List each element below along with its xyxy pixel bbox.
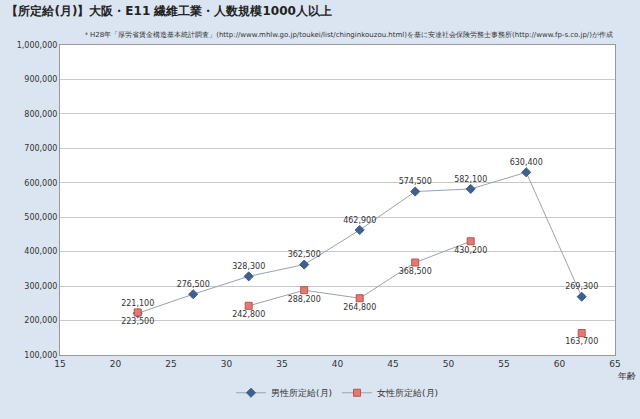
svg-text:362,500: 362,500: [288, 250, 321, 259]
svg-text:100,000: 100,000: [24, 351, 57, 360]
svg-text:462,900: 462,900: [343, 216, 376, 225]
svg-text:223,500: 223,500: [121, 317, 154, 326]
svg-text:700,000: 700,000: [24, 144, 57, 153]
svg-text:男性所定給(月): 男性所定給(月): [271, 388, 332, 398]
svg-text:221,100: 221,100: [121, 299, 154, 308]
svg-text:40: 40: [332, 359, 344, 369]
svg-text:900,000: 900,000: [24, 75, 57, 84]
svg-text:574,500: 574,500: [399, 177, 432, 186]
svg-text:200,000: 200,000: [24, 316, 57, 325]
svg-text:45: 45: [387, 359, 398, 369]
svg-text:女性所定給(月): 女性所定給(月): [377, 388, 438, 398]
svg-text:368,500: 368,500: [399, 267, 432, 276]
svg-text:800,000: 800,000: [24, 110, 57, 119]
svg-text:242,800: 242,800: [232, 310, 265, 319]
svg-text:60: 60: [554, 359, 566, 369]
svg-text:＊H28年「厚労省賃金構造基本統計調査」(http://ww: ＊H28年「厚労省賃金構造基本統計調査」(http://www.mhlw.go.…: [83, 31, 613, 39]
svg-text:630,400: 630,400: [510, 158, 543, 167]
svg-text:163,700: 163,700: [565, 337, 598, 346]
svg-text:65: 65: [609, 359, 620, 369]
svg-text:500,000: 500,000: [24, 213, 57, 222]
svg-text:269,300: 269,300: [565, 282, 598, 291]
svg-text:288,200: 288,200: [288, 295, 321, 304]
svg-text:50: 50: [443, 359, 455, 369]
svg-text:15: 15: [54, 359, 65, 369]
svg-text:【所定給(月)】大阪・E11 繊維工業・人数規模1000人以: 【所定給(月)】大阪・E11 繊維工業・人数規模1000人以上: [6, 4, 331, 18]
svg-text:35: 35: [276, 359, 287, 369]
svg-text:20: 20: [110, 359, 122, 369]
svg-text:582,100: 582,100: [454, 175, 487, 184]
svg-text:年齢: 年齢: [618, 371, 636, 381]
svg-text:1,000,000: 1,000,000: [17, 41, 58, 50]
svg-text:430,200: 430,200: [454, 246, 487, 255]
svg-text:400,000: 400,000: [24, 247, 57, 256]
svg-text:25: 25: [165, 359, 176, 369]
svg-text:328,300: 328,300: [232, 262, 265, 271]
svg-text:600,000: 600,000: [24, 179, 57, 188]
svg-text:264,800: 264,800: [343, 303, 376, 312]
svg-text:30: 30: [221, 359, 233, 369]
svg-text:55: 55: [498, 359, 509, 369]
svg-text:276,500: 276,500: [177, 280, 210, 289]
svg-text:300,000: 300,000: [24, 282, 57, 291]
